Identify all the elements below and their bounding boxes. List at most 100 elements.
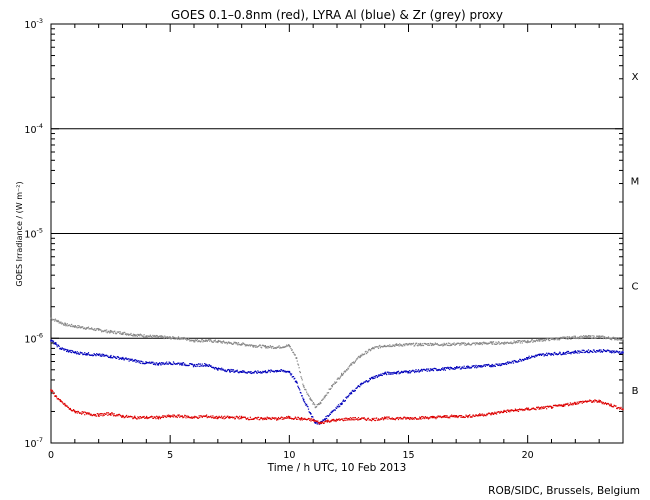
trace-dot (401, 371, 403, 374)
trace-dot (463, 342, 465, 344)
trace-dot (611, 405, 613, 407)
trace-dot (261, 347, 263, 349)
trace-dot (616, 350, 618, 352)
trace-dot (110, 354, 112, 357)
trace-dot (328, 421, 330, 423)
trace-dot (344, 419, 346, 421)
trace-dot (265, 347, 267, 349)
trace-dot (504, 341, 506, 343)
trace-dot (426, 416, 428, 418)
trace-dot (375, 417, 377, 419)
trace-dot (427, 368, 429, 370)
trace-dot (321, 421, 323, 423)
trace-dot (319, 423, 321, 425)
trace-dot (119, 357, 121, 360)
trace-dot (106, 355, 108, 357)
trace-dot (160, 336, 162, 338)
trace-dot (374, 346, 376, 348)
trace-dot (259, 371, 261, 373)
trace-dot (468, 367, 470, 369)
trace-dot (297, 363, 299, 365)
trace-dot (594, 350, 596, 353)
trace-dot (140, 360, 142, 362)
trace-dot (423, 342, 425, 345)
trace-dot (93, 329, 95, 331)
trace-dot (78, 353, 80, 355)
trace-dot (386, 371, 388, 373)
trace-dot (80, 412, 82, 414)
trace-dot (399, 344, 401, 346)
trace-dot (207, 339, 209, 341)
trace-dot (161, 362, 163, 364)
trace-dot (348, 366, 350, 368)
trace-dot (230, 342, 232, 344)
trace-dot (136, 418, 138, 420)
trace-dot (226, 415, 228, 417)
trace-dot (389, 345, 391, 347)
trace-dot (617, 351, 620, 353)
trace-dot (552, 406, 554, 408)
trace-dot (236, 343, 238, 345)
trace-dot (101, 413, 103, 415)
trace-dot (301, 419, 303, 421)
trace-dot (394, 372, 396, 375)
trace-dot (164, 415, 166, 417)
trace-dot (90, 413, 92, 415)
trace-dot (266, 371, 268, 374)
trace-dot (265, 417, 267, 419)
trace-dot (328, 414, 330, 417)
data-point (55, 343, 57, 345)
trace-dot (248, 371, 250, 373)
trace-dot (555, 353, 557, 355)
trace-dot (109, 357, 111, 359)
trace-dot (493, 364, 495, 366)
trace-dot (212, 367, 214, 369)
trace-dot (89, 413, 91, 415)
trace-dot (111, 330, 113, 332)
trace-dot (207, 365, 209, 367)
trace-dot (342, 374, 344, 376)
trace-dot (418, 371, 420, 373)
trace-dot (143, 334, 145, 336)
trace-dot (536, 339, 538, 341)
trace-dot (581, 349, 583, 351)
x-tick-label: 0 (48, 450, 54, 461)
trace-dot (324, 419, 326, 421)
trace-dot (84, 327, 86, 329)
trace-dot (194, 341, 196, 343)
trace-dot (163, 363, 165, 366)
trace-dot (540, 408, 542, 410)
trace-dot (616, 350, 618, 353)
trace-dot (107, 355, 109, 357)
trace-dot (93, 353, 95, 355)
trace-dot (600, 349, 602, 351)
trace-dot (564, 336, 566, 338)
trace-dot (367, 381, 369, 383)
trace-dot (602, 337, 605, 340)
trace-dot (52, 319, 54, 321)
trace-dot (361, 353, 363, 355)
trace-dot (370, 377, 372, 379)
trace-dot (158, 362, 160, 365)
trace-dot (82, 411, 85, 413)
data-point (229, 416, 231, 419)
trace-dot (88, 328, 90, 330)
trace-dot (244, 372, 246, 374)
trace-dot (472, 365, 474, 368)
trace-dot (60, 321, 62, 323)
trace-dot (477, 414, 480, 416)
trace-dot (164, 415, 166, 417)
trace-dot (495, 363, 497, 365)
trace-dot (511, 343, 513, 345)
trace-dot (574, 403, 576, 406)
trace-dot (66, 350, 68, 353)
trace-dot (115, 333, 117, 335)
trace-dot (304, 388, 306, 391)
trace-dot (439, 415, 441, 417)
trace-dot (279, 347, 281, 349)
trace-dot (117, 356, 120, 359)
trace-dot (574, 352, 576, 354)
trace-dot (255, 417, 257, 419)
trace-dot (508, 342, 510, 344)
